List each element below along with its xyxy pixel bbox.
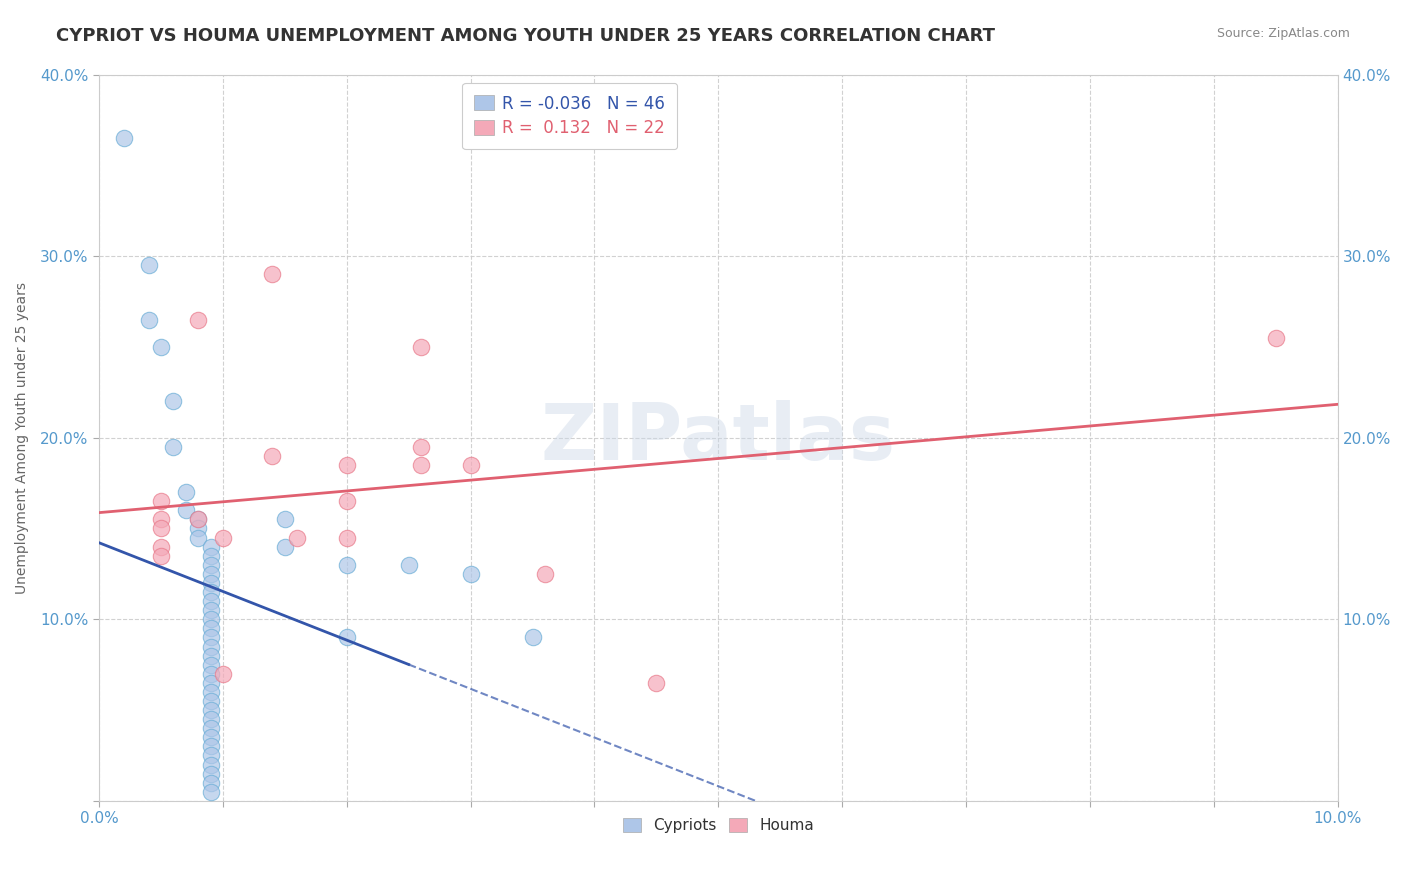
Point <box>200 603 222 617</box>
Point <box>187 521 209 535</box>
Point <box>398 558 420 572</box>
Point <box>187 312 209 326</box>
Point <box>149 521 172 535</box>
Point <box>200 612 222 626</box>
Point <box>1264 331 1286 345</box>
Point <box>460 566 482 581</box>
Point <box>522 631 544 645</box>
Point <box>187 531 209 545</box>
Point <box>409 340 432 354</box>
Point <box>336 558 359 572</box>
Point <box>200 549 222 563</box>
Point <box>212 666 235 681</box>
Point <box>200 676 222 690</box>
Point <box>200 739 222 754</box>
Point <box>409 440 432 454</box>
Point <box>187 512 209 526</box>
Point <box>285 531 308 545</box>
Point <box>149 340 172 354</box>
Point <box>200 648 222 663</box>
Point <box>200 775 222 789</box>
Point <box>200 785 222 799</box>
Point <box>336 531 359 545</box>
Point <box>200 540 222 554</box>
Point <box>200 631 222 645</box>
Point <box>174 485 197 500</box>
Point <box>138 312 160 326</box>
Point <box>274 540 297 554</box>
Point <box>200 621 222 635</box>
Point <box>200 703 222 717</box>
Point <box>162 440 184 454</box>
Point <box>200 558 222 572</box>
Point <box>149 549 172 563</box>
Point <box>336 494 359 508</box>
Point <box>460 458 482 472</box>
Point <box>200 666 222 681</box>
Point <box>162 394 184 409</box>
Point <box>262 449 284 463</box>
Point <box>212 531 235 545</box>
Point <box>200 640 222 654</box>
Point <box>534 566 557 581</box>
Point <box>262 267 284 281</box>
Point <box>200 585 222 599</box>
Point <box>336 631 359 645</box>
Point <box>200 694 222 708</box>
Point <box>200 757 222 772</box>
Point <box>200 566 222 581</box>
Point <box>112 131 135 145</box>
Text: Source: ZipAtlas.com: Source: ZipAtlas.com <box>1216 27 1350 40</box>
Point <box>138 258 160 272</box>
Text: ZIPatlas: ZIPatlas <box>541 400 896 475</box>
Point <box>200 721 222 735</box>
Point <box>149 512 172 526</box>
Point <box>200 712 222 726</box>
Point <box>200 748 222 763</box>
Point <box>645 676 668 690</box>
Point <box>200 657 222 672</box>
Point <box>200 766 222 780</box>
Point <box>174 503 197 517</box>
Point <box>200 576 222 591</box>
Legend: Cypriots, Houma: Cypriots, Houma <box>612 807 825 844</box>
Point <box>200 685 222 699</box>
Point <box>149 494 172 508</box>
Point <box>336 458 359 472</box>
Point <box>149 540 172 554</box>
Point <box>409 458 432 472</box>
Point <box>274 512 297 526</box>
Y-axis label: Unemployment Among Youth under 25 years: Unemployment Among Youth under 25 years <box>15 282 30 594</box>
Point <box>200 594 222 608</box>
Point <box>187 512 209 526</box>
Point <box>200 731 222 745</box>
Text: CYPRIOT VS HOUMA UNEMPLOYMENT AMONG YOUTH UNDER 25 YEARS CORRELATION CHART: CYPRIOT VS HOUMA UNEMPLOYMENT AMONG YOUT… <box>56 27 995 45</box>
